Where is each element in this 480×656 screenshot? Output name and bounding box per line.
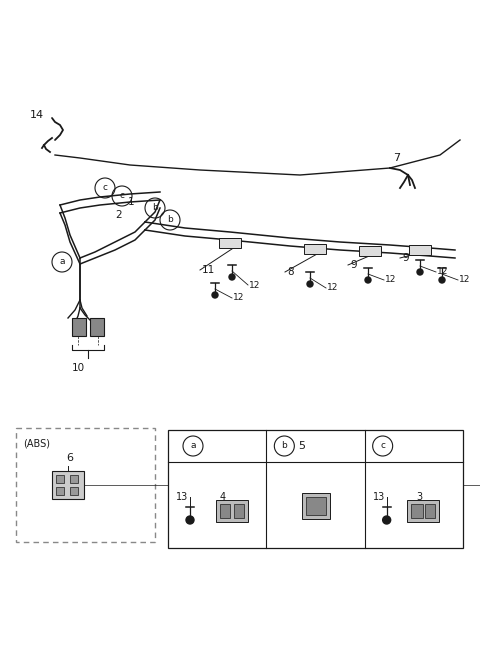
Text: b: b <box>167 216 173 224</box>
Text: b: b <box>281 441 287 451</box>
Text: 11: 11 <box>202 265 215 275</box>
Bar <box>304 244 326 254</box>
Text: 6: 6 <box>66 453 73 463</box>
Text: 12: 12 <box>459 276 470 285</box>
Circle shape <box>365 277 371 283</box>
Bar <box>234 504 244 518</box>
Text: 13: 13 <box>372 492 385 502</box>
Text: b: b <box>152 203 158 213</box>
Circle shape <box>439 277 445 283</box>
Circle shape <box>186 516 194 524</box>
Bar <box>70 475 78 483</box>
Text: 9: 9 <box>350 260 357 270</box>
Circle shape <box>383 516 391 524</box>
Text: c: c <box>120 192 124 201</box>
Bar <box>305 497 325 515</box>
Bar <box>56 487 64 495</box>
Bar <box>409 245 431 255</box>
Text: a: a <box>190 441 196 451</box>
Text: 4: 4 <box>220 492 226 502</box>
Text: (ABS): (ABS) <box>23 439 50 449</box>
Text: c: c <box>380 441 385 451</box>
Text: a: a <box>59 258 65 266</box>
Text: 12: 12 <box>385 276 396 285</box>
Bar <box>219 238 241 248</box>
Bar <box>216 500 248 522</box>
Text: 13: 13 <box>176 492 188 502</box>
Bar <box>411 504 423 518</box>
Text: 9: 9 <box>402 253 408 263</box>
Bar <box>90 318 104 336</box>
Text: 12: 12 <box>327 283 338 293</box>
Text: 2: 2 <box>115 210 121 220</box>
Text: 8: 8 <box>287 267 294 277</box>
Bar <box>407 500 439 522</box>
Bar <box>301 493 329 519</box>
Bar <box>359 246 381 256</box>
Text: c: c <box>103 184 108 192</box>
Text: 7: 7 <box>393 153 400 163</box>
FancyBboxPatch shape <box>16 428 155 542</box>
Bar <box>168 430 463 548</box>
Bar <box>70 487 78 495</box>
Text: 10: 10 <box>72 363 84 373</box>
Bar <box>220 504 230 518</box>
Circle shape <box>417 269 423 275</box>
Bar <box>52 471 84 499</box>
Text: 5: 5 <box>299 441 305 451</box>
Text: 12: 12 <box>437 268 448 276</box>
Bar <box>56 475 64 483</box>
Circle shape <box>229 274 235 280</box>
Text: 12: 12 <box>249 281 260 289</box>
Circle shape <box>307 281 313 287</box>
Circle shape <box>212 292 218 298</box>
Bar <box>425 504 435 518</box>
Text: 12: 12 <box>233 293 244 302</box>
Bar <box>72 318 86 336</box>
Text: 1: 1 <box>128 197 134 207</box>
Text: 14: 14 <box>30 110 44 120</box>
Text: 3: 3 <box>417 492 423 502</box>
